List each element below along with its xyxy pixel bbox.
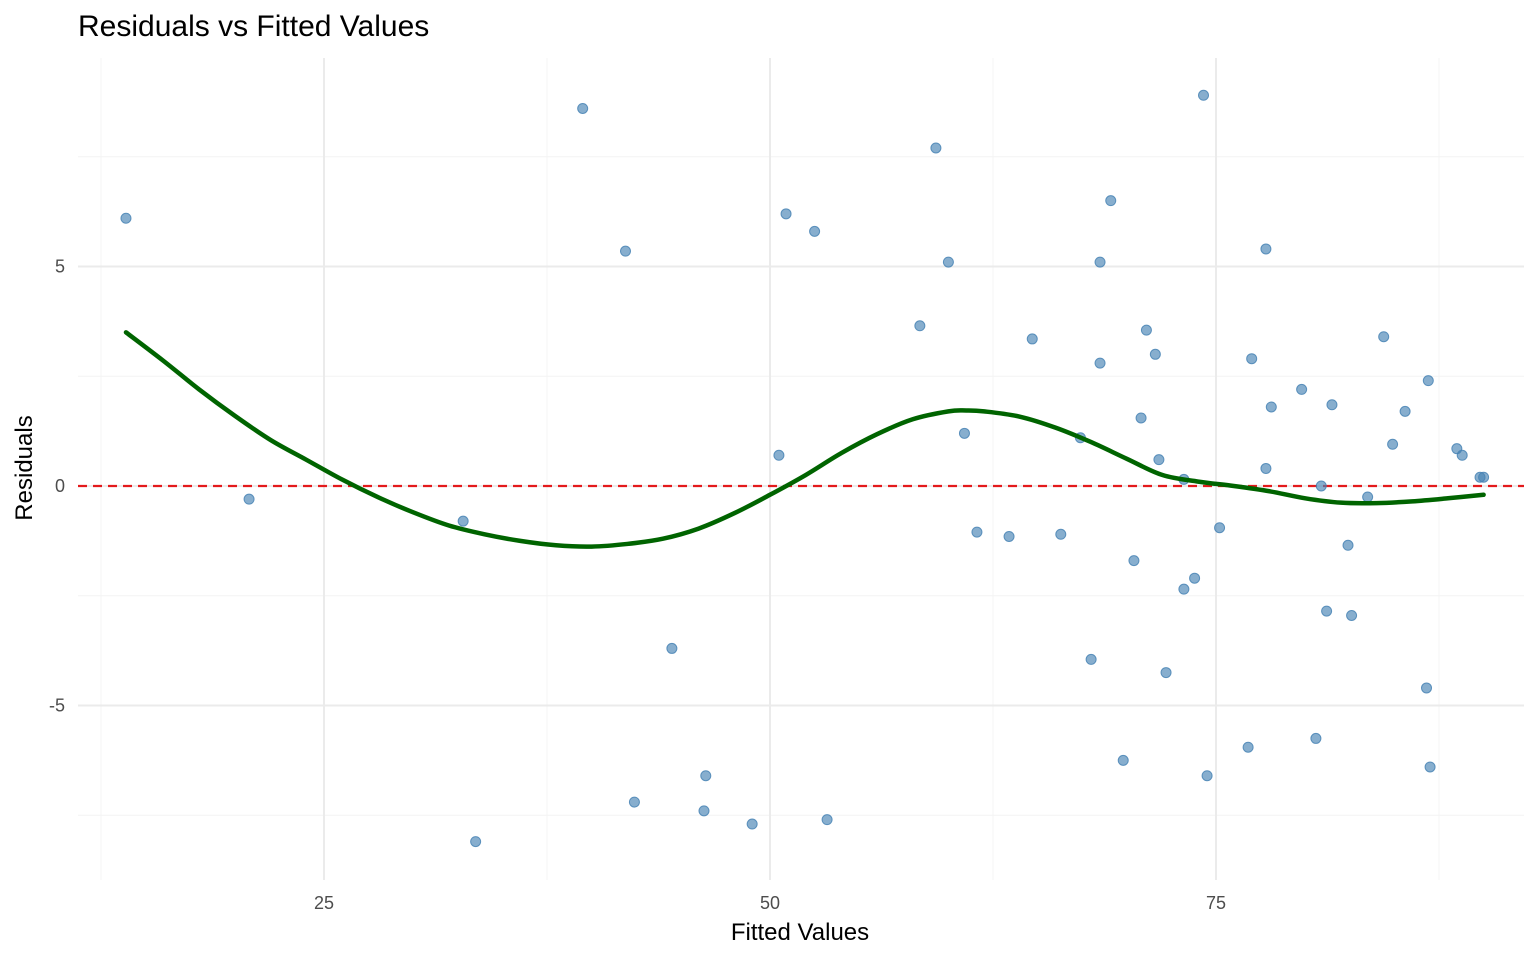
residual-point bbox=[1178, 583, 1190, 595]
residual-point bbox=[930, 142, 942, 154]
residual-point bbox=[1242, 741, 1254, 753]
residual-point bbox=[120, 212, 132, 224]
residual-point bbox=[666, 642, 678, 654]
residual-point bbox=[700, 770, 712, 782]
y-tick-label: 0 bbox=[55, 476, 65, 496]
residual-point bbox=[628, 796, 640, 808]
residual-point bbox=[821, 814, 833, 826]
residual-point bbox=[971, 526, 983, 538]
residual-point bbox=[1378, 331, 1390, 343]
residual-point bbox=[773, 449, 785, 461]
residual-point bbox=[1315, 480, 1327, 492]
x-tick-label: 50 bbox=[760, 893, 780, 913]
x-axis-title: Fitted Values bbox=[731, 919, 869, 946]
minor-gridlines bbox=[78, 58, 1524, 880]
residual-point bbox=[1342, 539, 1354, 551]
residual-point bbox=[1128, 555, 1140, 567]
residual-point bbox=[958, 427, 970, 439]
residual-point bbox=[1189, 572, 1201, 584]
residual-point bbox=[914, 320, 926, 332]
x-tick-label: 25 bbox=[314, 893, 334, 913]
residual-point bbox=[1105, 195, 1117, 207]
y-tick-label: -5 bbox=[49, 696, 65, 716]
residual-point bbox=[1362, 491, 1374, 503]
residual-point bbox=[1135, 412, 1147, 424]
residual-point bbox=[1198, 89, 1210, 101]
residual-point bbox=[1246, 353, 1258, 365]
residual-point bbox=[942, 256, 954, 268]
residual-point bbox=[1201, 770, 1213, 782]
residual-point bbox=[1310, 732, 1322, 744]
residual-point bbox=[746, 818, 758, 830]
residual-point bbox=[1026, 333, 1038, 345]
residual-point bbox=[1260, 243, 1272, 255]
x-axis-tick-labels: 25 50 75 bbox=[314, 893, 1226, 913]
residual-point bbox=[243, 493, 255, 505]
residual-point bbox=[1321, 605, 1333, 617]
residual-point bbox=[1149, 348, 1161, 360]
y-axis-tick-labels: -5 0 5 bbox=[49, 257, 65, 716]
chart-title: Residuals vs Fitted Values bbox=[78, 10, 429, 43]
residual-point bbox=[1085, 653, 1097, 665]
residual-point bbox=[1094, 357, 1106, 369]
residual-point bbox=[1478, 471, 1490, 483]
y-axis-title: Residuals bbox=[11, 415, 38, 520]
residual-point bbox=[1424, 761, 1436, 773]
residual-point bbox=[698, 805, 710, 817]
residual-point bbox=[1055, 528, 1067, 540]
residual-point bbox=[1003, 530, 1015, 542]
residual-point bbox=[457, 515, 469, 527]
residual-point bbox=[1399, 405, 1411, 417]
residual-point bbox=[1140, 324, 1152, 336]
x-tick-label: 75 bbox=[1206, 893, 1226, 913]
residual-point bbox=[1094, 256, 1106, 268]
residual-point bbox=[780, 208, 792, 220]
residual-point bbox=[1260, 462, 1272, 474]
residual-point bbox=[577, 102, 589, 114]
residual-point bbox=[1214, 522, 1226, 534]
residual-point bbox=[1326, 399, 1338, 411]
residual-point bbox=[1346, 610, 1358, 622]
y-tick-label: 5 bbox=[55, 257, 65, 277]
residual-point bbox=[1422, 375, 1434, 387]
residual-point bbox=[1456, 449, 1468, 461]
residual-point bbox=[470, 836, 482, 848]
residual-point bbox=[1296, 383, 1308, 395]
residual-point bbox=[809, 225, 821, 237]
residual-point bbox=[1160, 667, 1172, 679]
smooth-trend-line bbox=[123, 330, 1486, 549]
residual-point bbox=[619, 245, 631, 257]
residual-point bbox=[1387, 438, 1399, 450]
residual-point bbox=[1153, 454, 1165, 466]
residual-point bbox=[1421, 682, 1433, 694]
residual-point bbox=[1265, 401, 1277, 413]
residual-points bbox=[120, 89, 1490, 848]
residual-point bbox=[1117, 754, 1129, 766]
